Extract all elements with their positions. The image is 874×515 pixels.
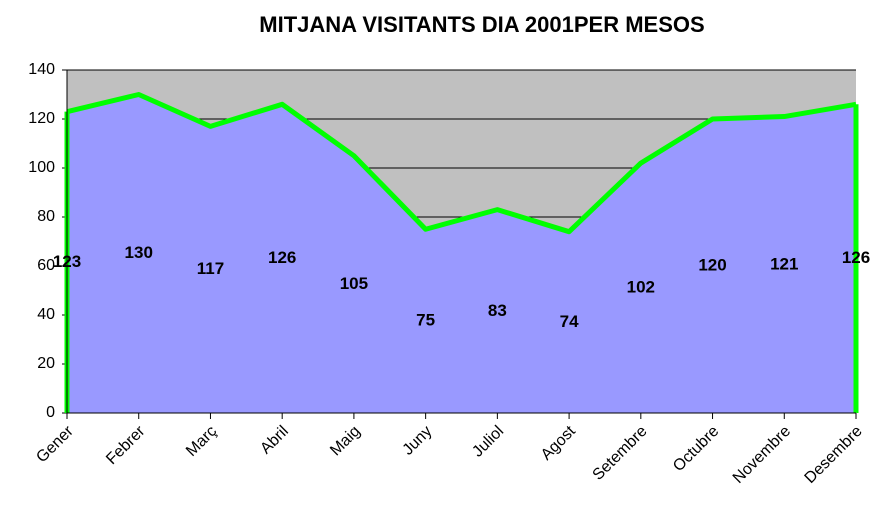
data-label: 120	[698, 255, 726, 274]
y-tick-label: 20	[37, 355, 55, 372]
x-tick-label: Març	[183, 423, 220, 460]
data-label: 102	[627, 278, 655, 297]
x-tick-label: Octubre	[670, 423, 722, 475]
y-tick-label: 100	[28, 159, 55, 176]
x-tick-label: Febrer	[103, 422, 149, 468]
y-tick-label: 140	[28, 61, 55, 78]
y-tick-label: 60	[37, 257, 55, 274]
y-tick-label: 80	[37, 208, 55, 225]
area-line	[66, 92, 857, 235]
area-fill	[67, 94, 856, 413]
data-label: 117	[197, 259, 224, 278]
y-tick-label: 120	[28, 110, 55, 127]
x-tick-label: Gener	[33, 422, 77, 466]
x-tick-label: Setembre	[590, 423, 651, 484]
data-label: 105	[340, 274, 368, 293]
y-tick-label: 0	[46, 404, 55, 421]
chart-title: MITJANA VISITANTS DIA 2001PER MESOS	[259, 12, 704, 37]
data-label: 130	[125, 243, 153, 262]
y-tick-label: 40	[37, 306, 55, 323]
x-tick-label: Juny	[400, 423, 436, 459]
x-tick-label: Agost	[538, 422, 579, 463]
x-tick-label: Abril	[257, 423, 292, 458]
x-tick-label: Juliol	[469, 423, 507, 461]
data-label: 83	[488, 301, 507, 320]
x-tick-label: Novembre	[730, 423, 794, 487]
data-label: 126	[268, 248, 296, 267]
data-label: 74	[560, 312, 579, 331]
data-label: 75	[416, 311, 435, 330]
x-tick-label: Maig	[327, 423, 364, 460]
data-label: 126	[842, 248, 870, 267]
x-tick-label: Desembre	[802, 423, 866, 487]
data-label: 121	[770, 254, 798, 273]
